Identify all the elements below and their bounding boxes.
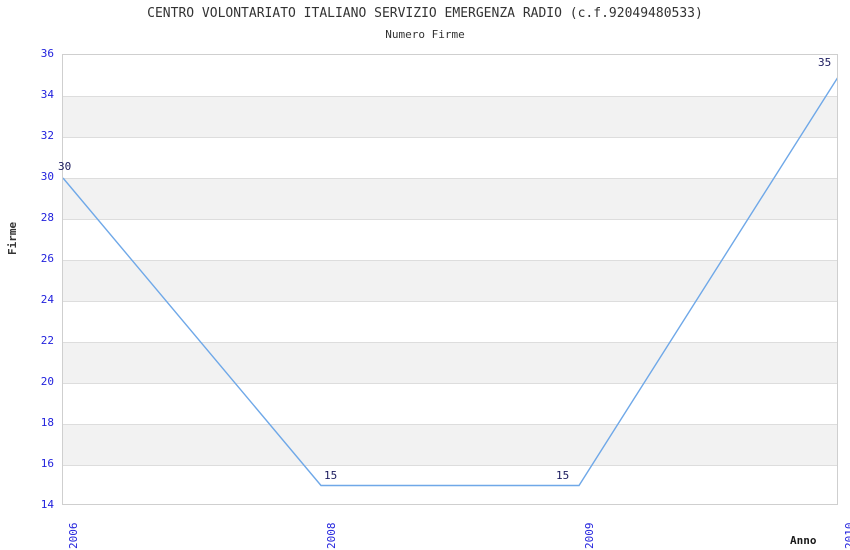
chart-title: CENTRO VOLONTARIATO ITALIANO SERVIZIO EM… xyxy=(147,6,703,21)
gridline xyxy=(63,137,837,138)
gridline xyxy=(63,383,837,384)
y-tick-label: 22 xyxy=(40,334,54,347)
y-tick-label: 20 xyxy=(40,375,54,388)
data-point-label: 15 xyxy=(324,468,338,482)
gridline xyxy=(63,96,837,97)
plot-area xyxy=(62,54,838,505)
gridline xyxy=(63,178,837,179)
background-band xyxy=(63,342,837,383)
gridline xyxy=(63,260,837,261)
y-tick-label: 24 xyxy=(40,293,54,306)
y-tick-label: 26 xyxy=(40,252,54,265)
background-band xyxy=(63,424,837,465)
gridline xyxy=(63,465,837,466)
x-tick-label: 2009 xyxy=(583,522,596,550)
data-point-label: 30 xyxy=(58,160,72,173)
y-tick-label: 16 xyxy=(40,457,54,470)
data-point-label: 35 xyxy=(818,55,832,69)
gridline xyxy=(63,342,837,343)
y-tick-label: 18 xyxy=(40,416,54,429)
x-axis-label: Anno xyxy=(790,534,817,547)
x-tick-label: 2008 xyxy=(325,522,338,550)
series-line xyxy=(63,77,837,487)
background-band xyxy=(63,260,837,301)
y-tick-label: 30 xyxy=(40,170,54,183)
chart-subtitle: Numero Firme xyxy=(385,28,465,41)
y-tick-label: 14 xyxy=(40,498,54,511)
y-tick-label: 34 xyxy=(40,88,54,101)
y-tick-label: 28 xyxy=(40,211,54,224)
y-axis-label: Firme xyxy=(6,221,19,255)
y-tick-label: 36 xyxy=(40,47,54,60)
x-tick-label: 2010 xyxy=(843,522,850,550)
y-tick-label: 32 xyxy=(40,129,54,142)
gridline xyxy=(63,424,837,425)
background-band xyxy=(63,178,837,219)
x-tick-label: 2006 xyxy=(67,522,80,550)
gridline xyxy=(63,219,837,220)
data-point-label: 15 xyxy=(556,468,570,482)
data-line-series xyxy=(63,77,837,487)
gridline xyxy=(63,301,837,302)
background-band xyxy=(63,96,837,137)
